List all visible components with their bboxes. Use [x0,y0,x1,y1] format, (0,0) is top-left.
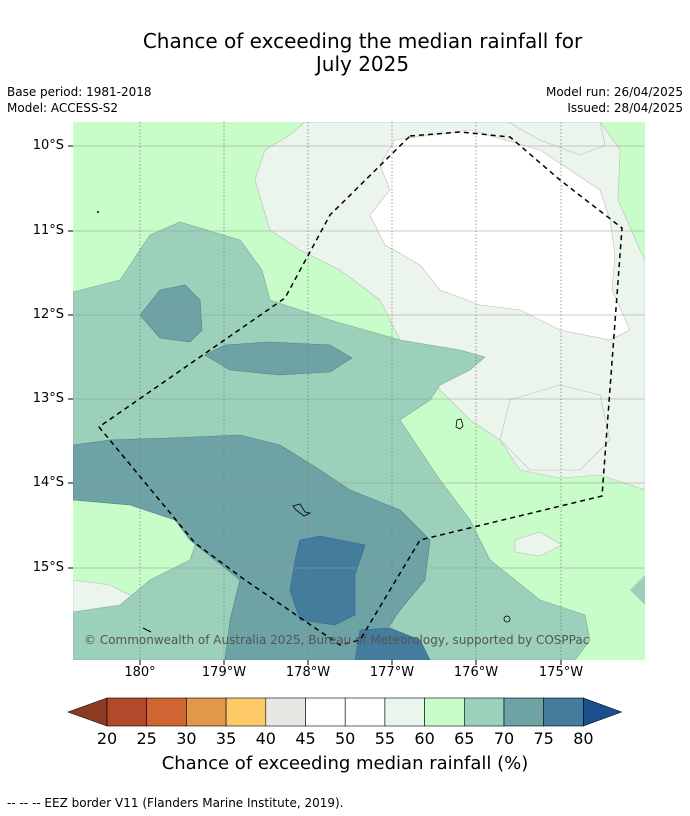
map-title: Chance of exceeding the median rainfall … [0,30,690,76]
region-50-55 [369,129,631,341]
model-run: Model run: 26/04/2025 [545,85,683,99]
colorbar-swatch [225,697,267,727]
lat-label: 10°S [32,138,64,153]
colorbar-swatch [305,697,346,727]
lon-label: 175°W [538,665,584,680]
island [292,503,312,517]
copyright-notice: © Commonwealth of Australia 2025, Bureau… [84,633,590,647]
colorbar-tick-label: 65 [454,729,475,748]
lon-label: 176°W [453,665,499,680]
colorbar-tick-label: 20 [96,729,118,748]
colorbar-extend-high [583,697,623,727]
lon-label: 177°W [369,665,415,680]
colorbar-tick-label: 50 [335,729,356,748]
colorbar-title: Chance of exceeding median rainfall (%) [161,753,529,774]
meta-left: Base period: 1981-2018 Model: ACCESS-S2 [7,84,152,116]
lon-label: 179°W [201,665,247,680]
lat-label: 12°S [32,307,64,322]
colorbar-tick-label: 30 [176,729,197,748]
colorbar-tick-label: 55 [374,729,396,748]
model-name: Model: ACCESS-S2 [7,101,119,115]
issued-date: Issued: 28/04/2025 [567,101,683,115]
lat-label: 14°S [32,475,64,490]
eez-border [97,131,623,646]
lon-label: 180° [124,665,156,680]
colorbar-tick-label: 40 [255,729,276,748]
title-line-1: Chance of exceeding the median rainfall … [142,29,583,53]
title-line-2: July 2025 [315,52,410,76]
colorbar [67,697,623,727]
colorbar-swatch [543,697,584,727]
colorbar-swatch [463,697,505,727]
base-period: Base period: 1981-2018 [7,85,152,99]
island [455,418,464,430]
lat-label: 13°S [32,391,64,406]
lon-label: 178°W [285,665,331,680]
colorbar-swatch [106,697,148,727]
colorbar-swatch [503,697,545,727]
map-area [73,122,645,660]
colorbar-swatch [186,697,227,727]
colorbar-tick-label: 80 [573,729,594,748]
region-75-80 [289,535,366,626]
region-65-70 [73,221,591,660]
colorbar-swatch [146,697,187,727]
lat-label: 11°S [32,223,64,238]
colorbar-tick-label: 35 [215,729,237,748]
colorbar-tick-label: 70 [493,729,515,748]
colorbar-tick-label: 60 [414,729,435,748]
colorbar-tick-label: 75 [533,729,554,748]
colorbar-swatch [344,697,386,727]
lat-label: 15°S [32,560,64,575]
colorbar-swatch [265,697,306,727]
colorbar-tick-label: 25 [136,729,157,748]
colorbar-swatch [384,697,425,727]
colorbar-swatch [424,697,465,727]
meta-right: Model run: 26/04/2025 Issued: 28/04/2025 [546,84,683,116]
colorbar-tick-label: 45 [295,729,316,748]
eez-footnote: -- -- -- EEZ border V11 (Flanders Marine… [7,796,344,810]
colorbar-extend-low [67,697,108,727]
